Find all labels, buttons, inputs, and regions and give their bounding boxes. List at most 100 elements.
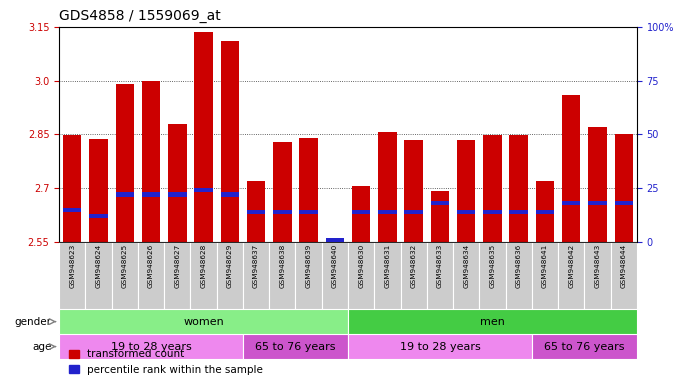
Text: women: women (183, 316, 224, 327)
Bar (562, 95, 580, 242)
Bar (457, 210, 475, 214)
Bar (348, 334, 532, 359)
Bar (585, 242, 610, 309)
Text: GSM948625: GSM948625 (122, 244, 128, 288)
Bar (63, 207, 81, 212)
Legend: transformed count, percentile rank within the sample: transformed count, percentile rank withi… (64, 345, 267, 379)
Text: GSM948636: GSM948636 (516, 244, 522, 288)
Bar (326, 239, 344, 242)
Bar (63, 135, 81, 242)
Text: 65 to 76 years: 65 to 76 years (544, 341, 624, 352)
Bar (243, 334, 348, 359)
Bar (111, 242, 138, 309)
Bar (168, 192, 187, 197)
Bar (348, 242, 374, 309)
Text: GSM948639: GSM948639 (306, 244, 312, 288)
Bar (404, 140, 423, 242)
Bar (558, 242, 585, 309)
Text: GSM948644: GSM948644 (621, 244, 626, 288)
Bar (116, 84, 134, 242)
Bar (86, 242, 111, 309)
Bar (296, 242, 322, 309)
Bar (348, 309, 637, 334)
Bar (142, 192, 160, 197)
Bar (509, 210, 528, 214)
Bar (59, 309, 348, 334)
Bar (562, 201, 580, 205)
Text: GSM948628: GSM948628 (200, 244, 207, 288)
Bar (273, 142, 292, 242)
Bar (588, 127, 607, 242)
Bar (404, 210, 423, 214)
Text: GSM948641: GSM948641 (542, 244, 548, 288)
Bar (299, 210, 318, 214)
Bar (453, 242, 480, 309)
Bar (378, 132, 397, 242)
Bar (532, 334, 637, 359)
Text: GDS4858 / 1559069_at: GDS4858 / 1559069_at (59, 8, 221, 23)
Text: GSM948638: GSM948638 (279, 244, 285, 288)
Bar (536, 210, 554, 214)
Text: 19 to 28 years: 19 to 28 years (111, 341, 191, 352)
Bar (59, 242, 86, 309)
Text: GSM948626: GSM948626 (148, 244, 154, 288)
Text: GSM948640: GSM948640 (332, 244, 338, 288)
Text: GSM948634: GSM948634 (463, 244, 469, 288)
Text: men: men (480, 316, 505, 327)
Bar (483, 135, 502, 242)
Bar (194, 32, 213, 242)
Bar (221, 41, 239, 242)
Bar (59, 334, 243, 359)
Bar (116, 192, 134, 197)
Bar (588, 201, 607, 205)
Text: GSM948623: GSM948623 (70, 244, 75, 288)
Bar (194, 188, 213, 192)
Bar (326, 238, 344, 242)
Text: GSM948633: GSM948633 (437, 244, 443, 288)
Bar (536, 181, 554, 242)
Bar (532, 242, 558, 309)
Text: gender: gender (15, 316, 52, 327)
Bar (431, 201, 449, 205)
Bar (89, 214, 108, 218)
Text: GSM948629: GSM948629 (227, 244, 233, 288)
Bar (427, 242, 453, 309)
Bar (89, 139, 108, 242)
Text: GSM948631: GSM948631 (384, 244, 390, 288)
Bar (457, 140, 475, 242)
Bar (299, 138, 318, 242)
Text: GSM948637: GSM948637 (253, 244, 259, 288)
Bar (509, 135, 528, 242)
Bar (480, 242, 505, 309)
Text: GSM948630: GSM948630 (358, 244, 364, 288)
Text: 65 to 76 years: 65 to 76 years (255, 341, 335, 352)
Text: age: age (32, 341, 52, 352)
Bar (615, 201, 633, 205)
Bar (483, 210, 502, 214)
Bar (352, 185, 370, 242)
Bar (191, 242, 216, 309)
Bar (431, 191, 449, 242)
Bar (168, 124, 187, 242)
Bar (615, 134, 633, 242)
Bar (221, 192, 239, 197)
Bar (610, 242, 637, 309)
Bar (164, 242, 191, 309)
Text: 19 to 28 years: 19 to 28 years (400, 341, 480, 352)
Bar (505, 242, 532, 309)
Bar (374, 242, 400, 309)
Bar (400, 242, 427, 309)
Bar (247, 181, 265, 242)
Bar (243, 242, 269, 309)
Bar (322, 242, 348, 309)
Text: GSM948635: GSM948635 (489, 244, 496, 288)
Bar (247, 210, 265, 214)
Text: GSM948642: GSM948642 (568, 244, 574, 288)
Text: GSM948632: GSM948632 (411, 244, 417, 288)
Bar (216, 242, 243, 309)
Bar (378, 210, 397, 214)
Text: GSM948627: GSM948627 (174, 244, 180, 288)
Bar (352, 210, 370, 214)
Bar (269, 242, 296, 309)
Text: GSM948624: GSM948624 (95, 244, 102, 288)
